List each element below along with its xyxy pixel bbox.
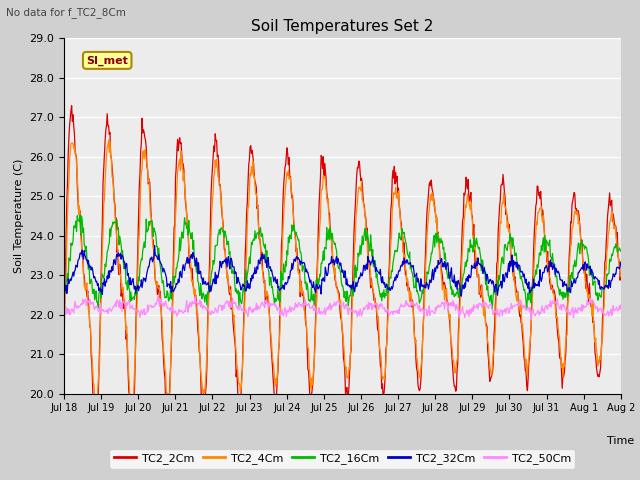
TC2_32Cm [458,293,465,299]
TC2_2Cm [60,323,68,328]
TC2_16Cm [95,292,102,298]
TC2_32Cm [94,281,102,287]
TC2_32Cm [60,287,68,293]
Text: No data for f_TC2_8Cm: No data for f_TC2_8Cm [6,7,126,18]
TC2_2Cm [484,348,492,354]
TC2_4Cm [105,137,113,143]
TC2_50Cm [384,307,392,313]
TC2_2Cm [416,386,424,392]
TC2_4Cm [617,274,625,279]
TC2_50Cm [415,302,423,308]
TC2_2Cm [385,273,392,279]
TC2_32Cm [617,259,625,265]
TC2_16Cm [60,298,68,303]
Y-axis label: Soil Temperature (C): Soil Temperature (C) [14,159,24,273]
Line: TC2_2Cm: TC2_2Cm [64,106,621,432]
TC2_4Cm [94,380,102,385]
TC2_32Cm [399,258,406,264]
Title: Soil Temperatures Set 2: Soil Temperatures Set 2 [252,20,433,35]
TC2_4Cm [385,290,392,296]
TC2_32Cm [484,274,492,279]
TC2_16Cm [541,233,548,239]
TC2_16Cm [488,306,496,312]
TC2_16Cm [76,212,84,218]
TC2_16Cm [617,249,625,254]
TC2_2Cm [399,250,407,255]
TC2_50Cm [399,303,406,309]
TC2_4Cm [129,406,136,412]
TC2_2Cm [96,343,104,348]
TC2_50Cm [617,302,625,308]
Line: TC2_16Cm: TC2_16Cm [64,215,621,309]
TC2_2Cm [68,103,76,108]
TC2_2Cm [92,430,100,435]
TC2_32Cm [415,283,423,289]
TC2_16Cm [415,300,423,306]
TC2_50Cm [541,305,548,311]
TC2_50Cm [527,316,535,322]
TC2_4Cm [541,242,548,248]
TC2_4Cm [399,250,407,256]
TC2_50Cm [60,311,68,316]
TC2_2Cm [541,235,548,240]
Line: TC2_32Cm: TC2_32Cm [64,246,621,296]
TC2_50Cm [483,303,491,309]
TC2_50Cm [94,308,102,314]
TC2_50Cm [191,293,199,299]
Line: TC2_4Cm: TC2_4Cm [64,140,621,409]
Text: SI_met: SI_met [86,55,128,66]
TC2_32Cm [151,243,159,249]
Line: TC2_50Cm: TC2_50Cm [64,296,621,319]
TC2_4Cm [416,373,424,379]
TC2_4Cm [60,336,68,342]
TC2_4Cm [484,339,492,345]
TC2_16Cm [483,287,491,293]
X-axis label: Time: Time [607,436,634,446]
TC2_32Cm [384,287,392,292]
TC2_16Cm [384,290,392,296]
TC2_32Cm [541,264,548,270]
TC2_2Cm [617,271,625,277]
Legend: TC2_2Cm, TC2_4Cm, TC2_16Cm, TC2_32Cm, TC2_50Cm: TC2_2Cm, TC2_4Cm, TC2_16Cm, TC2_32Cm, TC… [109,449,575,468]
TC2_16Cm [399,229,406,235]
